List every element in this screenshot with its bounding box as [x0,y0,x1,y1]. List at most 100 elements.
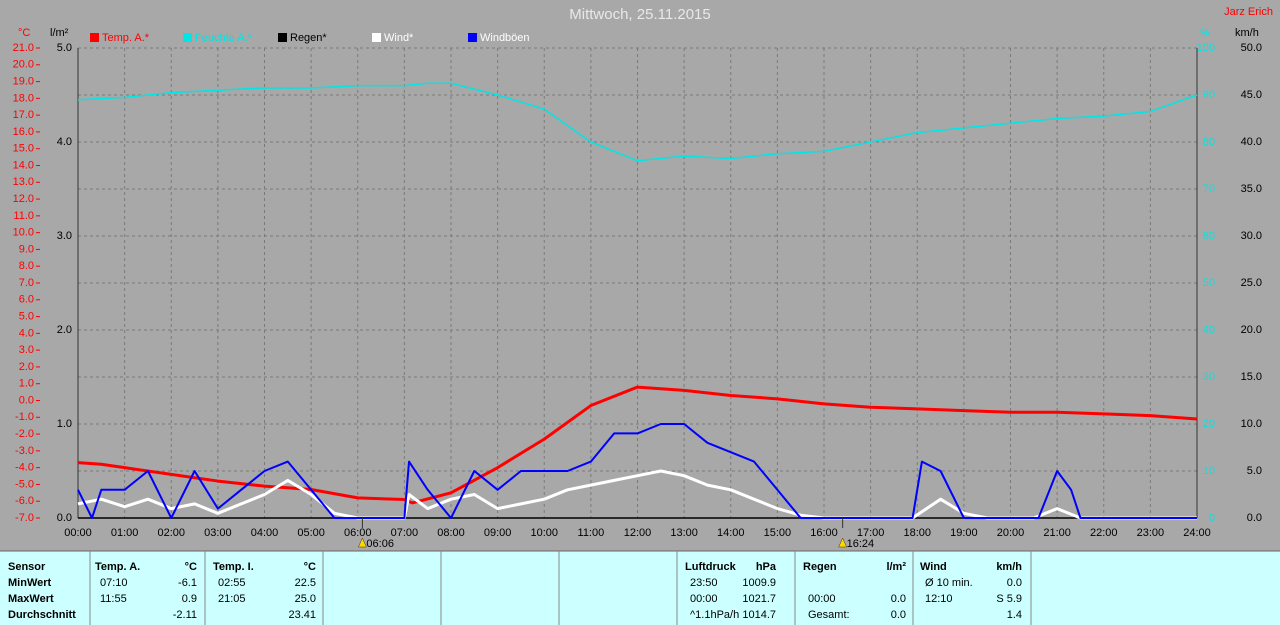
y3-tick-label: 90 [1203,89,1215,101]
y3-tick-label: 10 [1203,465,1215,477]
legend-swatch [372,33,381,42]
y-tick-label: 0.0 [19,394,34,406]
summary-value: 1009.9 [742,577,776,589]
y3-tick-label: 40 [1203,324,1215,336]
y-tick-label: 13.0 [13,176,34,188]
y2-tick-label: 1.0 [57,418,72,430]
summary-header: Sensor [8,561,46,573]
y4-tick-label: 30.0 [1241,230,1262,242]
summary-header: Luftdruck [685,561,737,573]
chart-title: Mittwoch, 25.11.2015 [569,6,710,23]
y-tick-label: -3.0 [15,445,34,457]
summary-value: 0.0 [891,609,906,621]
x-tick-label: 00:00 [64,527,92,539]
summary-background [0,551,1280,625]
legend-swatch [90,33,99,42]
y-tick-label: 15.0 [13,143,34,155]
y-tick-label: 3.0 [19,344,34,356]
legend-swatch [468,33,477,42]
x-tick-label: 04:00 [251,527,279,539]
y-tick-label: 17.0 [13,109,34,121]
y3-tick-label: 0 [1209,512,1215,524]
y3-axis-label: % [1200,27,1210,39]
series-line [77,82,1198,162]
summary-value: S 5.9 [996,593,1022,605]
y3-tick-label: 20 [1203,418,1215,430]
summary-time: 12:10 [925,593,953,605]
summary-value: -6.1 [178,577,197,589]
legend-swatch [278,33,287,42]
summary-time: ^1.1hPa/h [690,609,739,621]
x-tick-label: 20:00 [997,527,1025,539]
x-tick-label: 02:00 [157,527,185,539]
summary-header: Temp. A. [95,561,140,573]
summary-unit: km/h [996,561,1022,573]
legend-label: Feuchte A.* [195,32,253,44]
sun-icon [358,537,367,548]
y-axis-label: °C [18,27,30,39]
summary-value: 22.5 [295,577,316,589]
x-tick-label: 06:00 [344,527,372,539]
legend-label: Wind* [384,32,414,44]
y-tick-label: -7.0 [15,512,34,524]
y4-tick-label: 20.0 [1241,324,1262,336]
x-tick-label: 21:00 [1043,527,1071,539]
summary-time: 21:05 [218,593,246,605]
y-tick-label: 14.0 [13,159,34,171]
summary-unit: °C [304,561,316,573]
background [0,0,1280,550]
y2-tick-label: 3.0 [57,230,72,242]
y2-tick-label: 4.0 [57,136,72,148]
y3-tick-label: 30 [1203,371,1215,383]
y-tick-label: -4.0 [15,462,34,474]
y2-tick-label: 2.0 [57,324,72,336]
y-tick-label: 20.0 [13,59,34,71]
y4-tick-label: 40.0 [1241,136,1262,148]
x-tick-label: 10:00 [530,527,558,539]
y4-tick-label: 0.0 [1247,512,1262,524]
series-line [77,423,1197,519]
y-tick-label: 7.0 [19,277,34,289]
y-tick-label: -6.0 [15,495,34,507]
y-tick-label: 18.0 [13,92,34,104]
summary-value: 1014.7 [742,609,776,621]
y4-axis-label: km/h [1235,27,1259,39]
y-tick-label: 19.0 [13,75,34,87]
summary-row-label: Durchschnitt [8,609,76,621]
x-tick-label: 11:00 [578,527,605,539]
y2-axis-label: l/m² [50,27,69,39]
summary-separators [89,551,1032,625]
y4-tick-label: 35.0 [1241,183,1262,195]
y3-tick-label: 60 [1203,230,1215,242]
x-tick-label: 14:00 [717,527,745,539]
summary-value: 23.41 [288,609,316,621]
x-tick-label: 16:00 [810,527,838,539]
summary-value: -2.11 [173,609,197,621]
x-tick-label: 22:00 [1090,527,1118,539]
x-tick-label: 24:00 [1183,527,1211,539]
y-tick-label: 10.0 [13,227,34,239]
summary-row-label: MinWert [8,577,52,589]
summary-unit: hPa [756,561,777,573]
legend-label: Windböen [480,32,530,44]
y-tick-label: 12.0 [13,193,34,205]
y4-tick-label: 10.0 [1241,418,1262,430]
y-tick-label: 2.0 [19,361,34,373]
annotation-label: 16:24 [847,538,875,550]
summary-time: 00:00 [690,593,718,605]
x-tick-label: 19:00 [950,527,978,539]
x-tick-label: 03:00 [204,527,232,539]
series-line [77,469,1197,520]
sun-icon [838,537,848,548]
x-tick-label: 17:00 [857,527,885,539]
x-tick-label: 07:00 [391,527,419,539]
y-tick-label: 21.0 [13,42,34,54]
summary-time: 00:00 [808,593,836,605]
x-tick-label: 23:00 [1137,527,1165,539]
y3-tick-label: 100 [1197,42,1215,54]
y-tick-label: -5.0 [15,478,34,490]
y-tick-label: 8.0 [19,260,34,272]
summary-time: 11:55 [100,593,127,605]
